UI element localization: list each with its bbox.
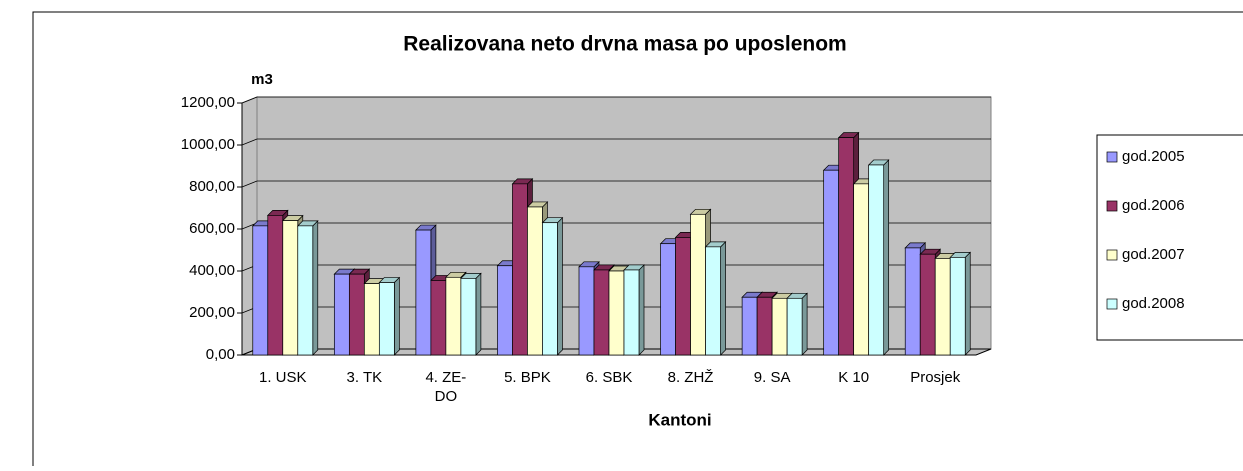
bar: [823, 169, 840, 356]
legend-label: god.2005: [1122, 148, 1185, 165]
bar: [934, 258, 951, 356]
bar: [282, 220, 299, 356]
bar: [786, 297, 803, 356]
grid-line: [241, 96, 991, 104]
bar: [904, 247, 921, 356]
bar: [608, 270, 625, 356]
bar: [378, 282, 395, 356]
x-tick-label: Prosjek: [910, 369, 961, 386]
bar: [415, 229, 432, 356]
y-tick-label: 0,00: [206, 346, 235, 363]
y-tick-label: 1200,00: [181, 94, 235, 111]
bar: [705, 246, 721, 356]
bar: [430, 280, 447, 356]
bar: [868, 164, 885, 356]
x-tick-label: 1. USK: [259, 369, 307, 386]
grid-line: [241, 180, 991, 188]
y-tick-label: 200,00: [189, 304, 235, 321]
bar: [460, 278, 477, 356]
bar: [919, 253, 936, 356]
bar-side: [801, 292, 808, 356]
bar: [497, 265, 513, 356]
legend-label: god.2008: [1122, 295, 1185, 312]
bar: [348, 273, 365, 356]
bar-side: [964, 251, 971, 356]
bar: [623, 269, 640, 356]
legend-swatch: [1106, 200, 1118, 212]
bar-side: [720, 241, 726, 356]
x-tick-label: 9. SA: [754, 369, 791, 386]
bar-side: [475, 272, 482, 356]
bar: [756, 296, 773, 356]
bar: [267, 215, 284, 356]
bar: [542, 222, 558, 356]
x-tick-label: 4. ZE-DO: [425, 369, 466, 405]
bar: [771, 297, 788, 356]
bar: [512, 183, 528, 356]
legend-swatch: [1106, 249, 1118, 261]
y-tick-label: 400,00: [189, 262, 235, 279]
x-tick-label: 6. SBK: [586, 369, 633, 386]
x-tick-label: 5. BPK: [504, 369, 551, 386]
y-tick-label: 1000,00: [181, 136, 235, 153]
bar: [690, 213, 706, 356]
x-tick-label: K 10: [838, 369, 869, 386]
bar: [578, 266, 595, 356]
chart-title: Realizovana neto drvna masa po uposlenom: [403, 33, 846, 56]
legend-swatch: [1106, 298, 1118, 310]
bar-side: [312, 220, 319, 356]
bar: [333, 273, 350, 356]
bar: [675, 237, 691, 356]
y-tick-label: 600,00: [189, 220, 235, 237]
grid-line: [241, 138, 991, 146]
bar: [445, 276, 462, 356]
bar: [949, 257, 966, 356]
y-tick-label: 800,00: [189, 178, 235, 195]
x-tick-label: 8. ZHŽ: [668, 369, 714, 386]
y-axis-label: m3: [251, 71, 273, 88]
bar: [593, 269, 610, 356]
legend-swatch: [1106, 151, 1118, 163]
x-axis-label: Kantoni: [648, 410, 711, 429]
bar: [297, 225, 314, 356]
bar: [527, 206, 543, 356]
bar: [741, 296, 758, 356]
bar: [363, 283, 380, 356]
bar: [252, 225, 269, 356]
legend-label: god.2006: [1122, 197, 1185, 214]
legend-label: god.2007: [1122, 246, 1185, 263]
bar: [853, 183, 870, 356]
x-tick-label: 3. TK: [347, 369, 383, 386]
bar-side: [557, 216, 563, 356]
bar: [660, 243, 676, 356]
bar-side: [638, 264, 645, 356]
bar-side: [883, 159, 890, 356]
bar-side: [393, 276, 400, 356]
bar: [838, 137, 855, 356]
legend-box: [1096, 134, 1243, 341]
